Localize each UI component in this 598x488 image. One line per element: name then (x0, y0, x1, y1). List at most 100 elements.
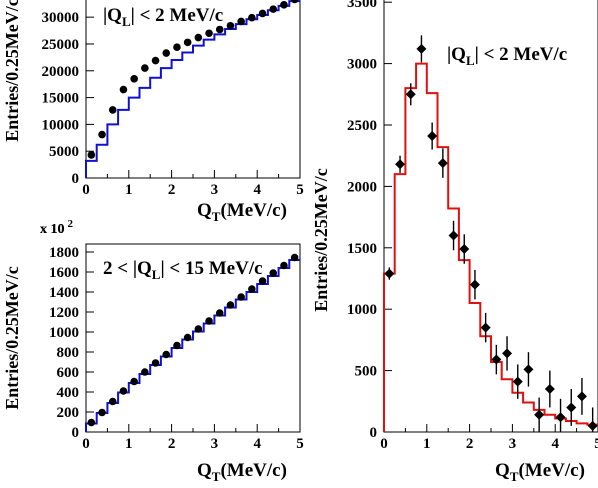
data-point (119, 387, 128, 395)
data-point (523, 364, 534, 375)
data-point (205, 317, 213, 325)
histogram-line (85, 0, 300, 178)
panel-right: 0 1 2 3 4 5 0 500 1000 1500 2000 2500 3000 3500 |QL| <… (311, 0, 598, 484)
xlabel-main: Q (197, 460, 212, 481)
x-tick-label: 0 (380, 436, 388, 452)
data-point (151, 359, 160, 367)
y-tick-label: 600 (57, 365, 80, 381)
data-point (119, 85, 128, 94)
x-tick-label: 5 (296, 436, 304, 452)
y-tick-label: 400 (57, 385, 80, 401)
data-point (205, 29, 213, 38)
x-tick-label: 2 (168, 436, 176, 452)
y-tick-label: 500 (355, 364, 378, 380)
x-tick-label: 5 (296, 182, 304, 198)
data-point (427, 131, 438, 142)
data-point (226, 21, 235, 30)
y-axis-label: Entries/0.25MeV/c (311, 168, 331, 311)
data-point (384, 268, 395, 279)
y-tick-label: 1200 (49, 305, 79, 321)
data-point (151, 56, 160, 65)
x-tick-label: 0 (82, 182, 90, 198)
x-axis-label: QT(MeV/c) (495, 460, 585, 484)
y-tick-label: 10000 (42, 117, 80, 133)
data-point (258, 9, 267, 18)
y-tick-label: 30000 (42, 10, 80, 26)
x-tick-label: 2 (168, 182, 176, 198)
data-point (183, 38, 192, 47)
data-point (269, 269, 278, 277)
annotation-sub: L (466, 53, 475, 68)
data-point (173, 341, 181, 350)
data-point (87, 418, 96, 427)
y-tick-label: 0 (72, 425, 80, 441)
y-tick-label: 800 (57, 345, 80, 361)
data-point (587, 420, 598, 431)
region-annotation: |QL| < 2 MeV/c (103, 5, 223, 29)
x-tick-label: 3 (509, 436, 517, 452)
xlabel-main: Q (197, 200, 212, 221)
annotation-sub: L (122, 14, 131, 29)
region-annotation: 2 < |QL| < 15 MeV/c (103, 258, 263, 282)
data-point (491, 354, 502, 365)
annotation-post: | < 2 MeV/c (475, 44, 568, 65)
y-tick-label: 1400 (49, 285, 79, 301)
data-point (130, 377, 138, 386)
exponent-power: 2 (68, 218, 74, 230)
y-tick-label: 20000 (42, 64, 80, 80)
y-axis-label: Entries/0.25MeV/c (2, 0, 22, 142)
data-point (237, 17, 245, 26)
data-point (215, 25, 224, 34)
histogram-line (383, 62, 598, 432)
data-point (512, 376, 523, 387)
data-point (555, 412, 566, 423)
x-tick-label: 4 (551, 436, 559, 452)
histogram-line (85, 259, 300, 432)
data-point (237, 293, 245, 301)
xlabel-sub: T (510, 469, 519, 484)
data-point (448, 230, 459, 241)
data-point (405, 89, 416, 100)
data-point (141, 368, 149, 376)
data-point (459, 244, 470, 255)
data-point (534, 409, 545, 420)
x-tick-label: 3 (211, 182, 219, 198)
annotation-pre: |Q (447, 44, 466, 65)
data-point (194, 33, 203, 42)
xlabel-post: (MeV/c) (220, 460, 286, 481)
annotation-pre: |Q (103, 5, 122, 26)
x-tick-label: 3 (211, 436, 219, 452)
y-tick-label: 1600 (49, 265, 79, 281)
data-point (141, 64, 149, 72)
data-point (215, 309, 224, 317)
y-tick-label: 1800 (49, 245, 79, 261)
annotation-post: | < 15 MeV/c (160, 258, 262, 279)
x-tick-label: 4 (253, 182, 261, 198)
data-point (469, 279, 480, 290)
data-point (280, 1, 288, 9)
data-point (280, 261, 288, 270)
y-tick-label: 1000 (347, 302, 377, 318)
xlabel-sub: T (212, 209, 221, 224)
y-tick-label: 5000 (49, 144, 79, 160)
y-tick-label: 0 (72, 171, 80, 187)
data-point (108, 106, 117, 114)
y-tick-label: 3000 (347, 57, 377, 73)
x-tick-label: 5 (594, 436, 598, 452)
data-point (226, 301, 235, 309)
data-point (162, 49, 171, 57)
y-tick-label: 25000 (42, 37, 80, 53)
y-tick-label: 3500 (347, 0, 377, 11)
y-tick-label: 1500 (347, 241, 377, 257)
x-tick-label: 0 (82, 436, 90, 452)
annotation-pre: 2 < |Q (103, 258, 152, 279)
data-point (194, 325, 203, 333)
y-tick-label: 0 (370, 425, 378, 441)
data-point (183, 333, 192, 342)
data-point (162, 350, 171, 359)
xlabel-post: (MeV/c) (518, 460, 584, 481)
data-point (544, 384, 555, 395)
x-tick-label: 1 (125, 436, 133, 452)
data-point (566, 402, 577, 413)
